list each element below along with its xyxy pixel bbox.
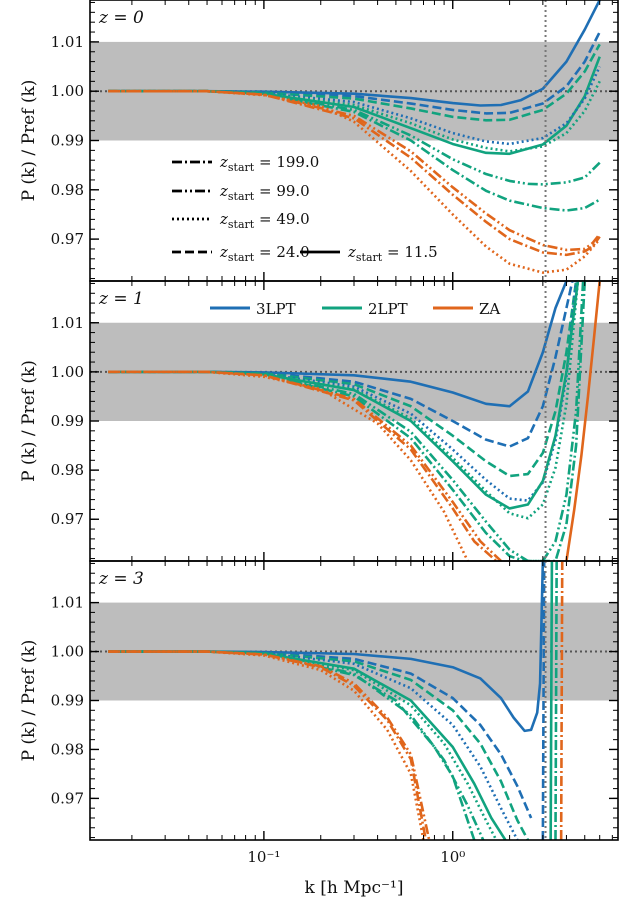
x-axis-label: k [h Mpc⁻¹] [305, 878, 404, 898]
series-line-3lpt-solid [108, 0, 601, 107]
series-line-2lpt-dashed [108, 650, 530, 840]
legend-entry: zstart = 199.0 [219, 153, 319, 174]
y-axis-label: P (k) / Pref (k) [19, 640, 39, 762]
series-line-2lpt-dashdotdot [108, 650, 485, 840]
series-line-3lpt-dashed [108, 281, 574, 448]
series-line-2lpt-dashdot [554, 561, 558, 840]
series-line-za-dashdotdot [108, 650, 431, 840]
y-tick-label: 1.00 [51, 82, 84, 100]
series-group [108, 281, 601, 561]
series-line-za-dotted [108, 370, 469, 561]
panel-label: z = 1 [98, 289, 144, 309]
panel-label: z = 3 [98, 569, 144, 589]
panel-2: 0.97 0.98 0.99 1.00 1.01 z = 1 P (k) / Pref (k… [19, 280, 619, 562]
series-line-3lpt-dashed [108, 650, 533, 819]
legend-entry-2lpt: 2LPT [368, 300, 408, 318]
legend-methods: 3LPT 2LPT ZA [210, 300, 500, 318]
series-line-za-dashdotdot [108, 370, 502, 561]
legend-zstart: zstart = 199.0 zstart = 99.0 zstart = 49.0… [172, 153, 438, 264]
y-axis-label: P (k) / Pref (k) [19, 80, 39, 202]
series-line-za-dashdot [108, 370, 498, 561]
series-line-za-dashdot [108, 650, 428, 840]
series-line-za-solid [565, 281, 601, 561]
legend-entry: zstart = 24.0 [219, 243, 310, 264]
series-line-2lpt-dashdotdot [108, 89, 601, 186]
y-tick-label: 0.98 [51, 181, 84, 199]
y-tick-label: 1.01 [51, 314, 84, 332]
series-line-za-dotted [108, 650, 425, 840]
series-group [108, 0, 601, 274]
series-group [108, 561, 564, 840]
series-line-za-dotted [108, 89, 601, 274]
y-tick-label: 1.00 [51, 643, 84, 661]
legend-entry-za: ZA [479, 300, 500, 318]
x-tick-label: 10⁰ [440, 848, 465, 866]
legend-entry: zstart = 49.0 [219, 210, 310, 231]
series-line-2lpt-dotted [108, 281, 580, 520]
panel-label: z = 0 [98, 8, 144, 28]
x-tick-label: 10⁻¹ [247, 848, 280, 866]
y-axis-label: P (k) / Pref (k) [19, 360, 39, 482]
y-tick-label: 0.98 [51, 740, 84, 758]
y-tick-label: 1.01 [51, 33, 84, 51]
series-line-2lpt-dashdotdot [108, 281, 585, 561]
y-tick-label: 0.97 [51, 230, 84, 248]
panel-1: 0.97 0.98 0.99 1.00 1.01 z = 0 P (k) / Pref (k… [19, 0, 619, 282]
legend-entry-3lpt: 3LPT [256, 300, 296, 318]
series-line-2lpt-solid [549, 561, 554, 840]
y-tick-label: 0.97 [51, 510, 84, 528]
y-tick-label: 0.99 [51, 132, 84, 150]
y-tick-label: 0.98 [51, 461, 84, 479]
y-tick-label: 1.00 [51, 363, 84, 381]
legend-entry: zstart = 11.5 [347, 243, 438, 264]
y-tick-label: 0.99 [51, 692, 84, 710]
series-line-za-dashdotdot [108, 89, 601, 252]
panel-3: 0.97 0.98 0.99 1.00 1.01 z = 3 P (k) / Pref (k… [19, 560, 619, 841]
y-tick-label: 0.97 [51, 789, 84, 807]
series-line-za-dashdot [108, 89, 601, 257]
series-line-2lpt-dashdot [108, 281, 587, 561]
series-line-za-dashdot [559, 561, 564, 840]
series-line-3lpt-dashed [541, 561, 546, 840]
y-tick-label: 1.01 [51, 594, 84, 612]
legend-entry: zstart = 99.0 [219, 182, 310, 203]
y-tick-label: 0.99 [51, 412, 84, 430]
